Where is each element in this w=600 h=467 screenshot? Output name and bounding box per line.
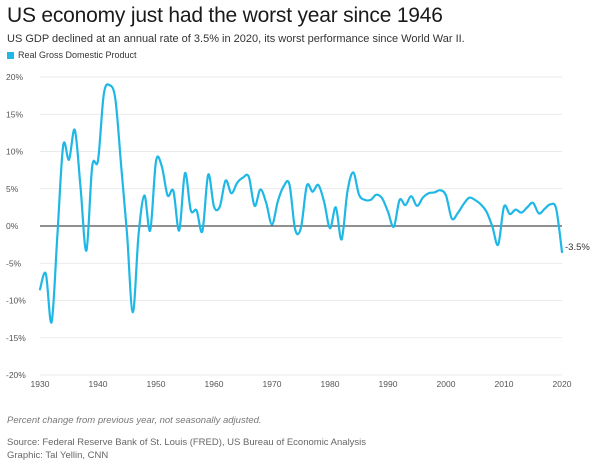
y-tick-label: -15% bbox=[6, 333, 26, 343]
chart-subtitle: US GDP declined at an annual rate of 3.5… bbox=[7, 33, 465, 45]
y-tick-label: 15% bbox=[6, 109, 23, 119]
x-tick-label: 1970 bbox=[263, 379, 282, 389]
x-tick-label: 1950 bbox=[147, 379, 166, 389]
x-tick-label: 2010 bbox=[495, 379, 514, 389]
x-tick-label: 1960 bbox=[205, 379, 224, 389]
y-tick-label: 0% bbox=[6, 221, 19, 231]
y-tick-label: 20% bbox=[6, 72, 23, 82]
x-tick-label: 2020 bbox=[553, 379, 572, 389]
x-tick-label: 2000 bbox=[437, 379, 456, 389]
legend-label: Real Gross Domestic Product bbox=[18, 50, 137, 60]
y-tick-label: 10% bbox=[6, 147, 23, 157]
y-tick-label: -20% bbox=[6, 370, 26, 380]
x-tick-label: 1930 bbox=[31, 379, 50, 389]
gdp-series-line bbox=[38, 83, 564, 324]
x-tick-label: 1980 bbox=[321, 379, 340, 389]
y-tick-label: -10% bbox=[6, 296, 26, 306]
chart-source: Source: Federal Reserve Bank of St. Loui… bbox=[7, 437, 367, 448]
x-tick-label: 1990 bbox=[379, 379, 398, 389]
chart-title: US economy just had the worst year since… bbox=[7, 4, 443, 27]
y-tick-label: 5% bbox=[6, 184, 19, 194]
chart-credit: Graphic: Tal Yellin, CNN bbox=[7, 450, 109, 461]
x-tick-label: 1940 bbox=[89, 379, 108, 389]
y-tick-label: -5% bbox=[6, 258, 22, 268]
line-chart: 20% 15% 10% 5% 0% -5% -10% -15% -20% 1930 1940 1950… bbox=[6, 72, 590, 389]
chart-legend: Real Gross Domestic Product bbox=[7, 50, 137, 60]
chart-note: Percent change from previous year, not s… bbox=[7, 415, 262, 426]
end-value-label: -3.5% bbox=[565, 242, 590, 253]
legend-swatch bbox=[7, 51, 14, 59]
